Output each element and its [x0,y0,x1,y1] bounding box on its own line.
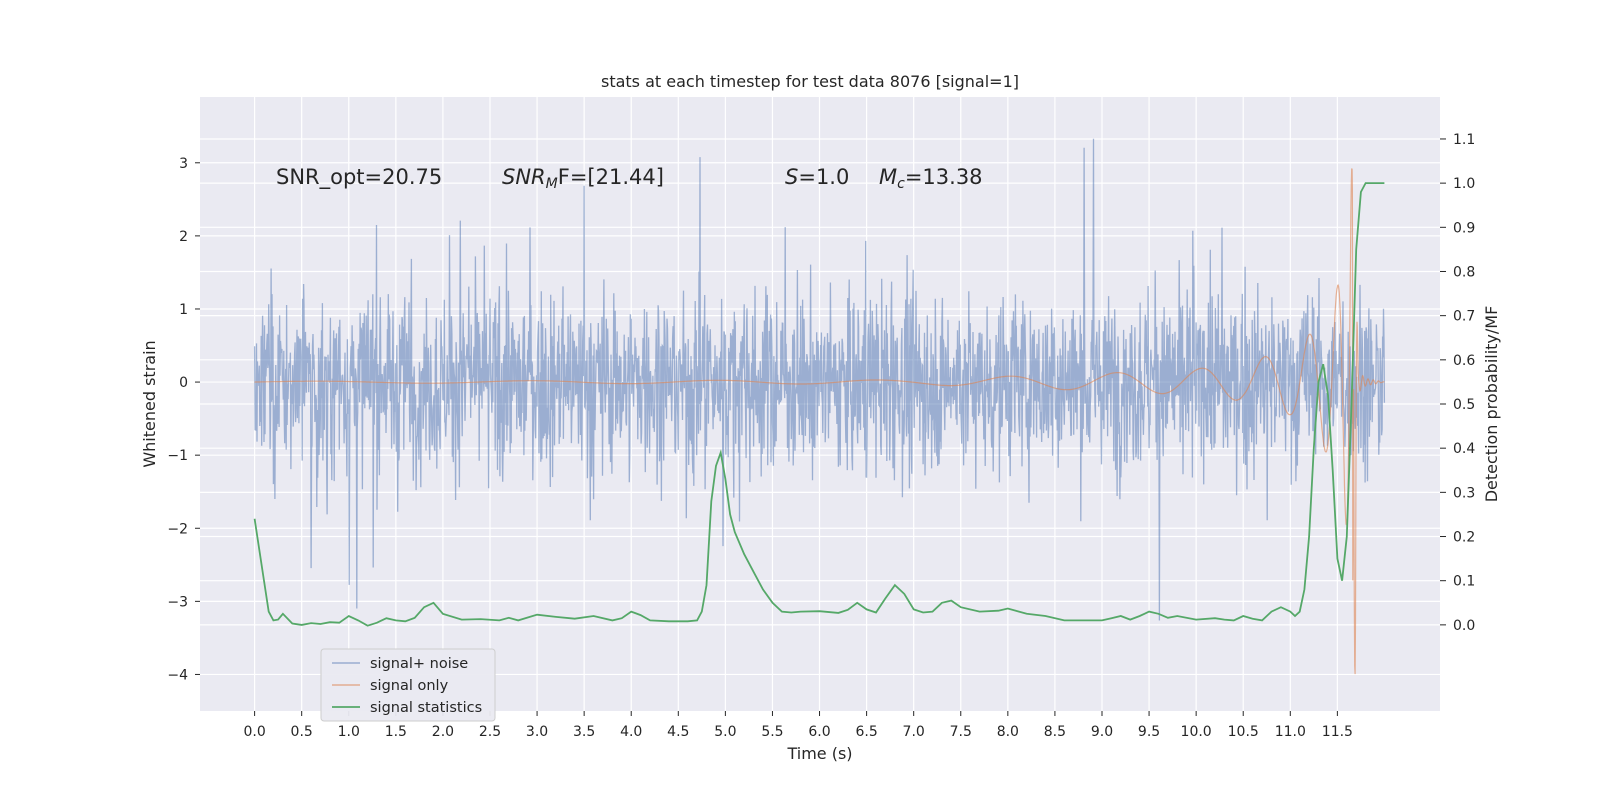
chart-title: stats at each timestep for test data 807… [601,72,1019,91]
y-tick-label: −4 [167,667,188,683]
x-tick-label: 2.5 [479,724,501,740]
annotation-mc-sub: c [897,176,905,192]
y-tick-label: 2 [179,229,188,245]
y-tick-label: 0 [179,375,188,391]
y2-tick-label: 0.7 [1453,309,1475,325]
x-tick-label: 2.0 [432,724,454,740]
y-tick-labels: 3 2 1 0 −1 −2 −3 −4 [167,156,200,683]
y-tick-label: 3 [179,156,188,172]
x-tick-label: 7.5 [950,724,972,740]
annotation-s: S=1.0 [785,165,849,189]
x-tick-label: 10.0 [1181,724,1212,740]
x-tick-label: 1.0 [338,724,360,740]
x-tick-label: 6.0 [808,724,830,740]
annotation-snr-mf-rest: F=[21.44] [558,165,664,189]
x-tick-label: 4.0 [620,724,642,740]
x-tick-label: 7.0 [903,724,925,740]
x-tick-label: 9.5 [1138,724,1160,740]
x-tick-label: 8.5 [1044,724,1066,740]
y2-tick-label: 0.0 [1453,618,1475,634]
legend-box [320,648,496,722]
y-tick-label: −2 [167,521,188,537]
signal-only-line [254,168,1385,675]
annotation-snr-mf-sub: M [546,176,558,192]
legend-label-stats: signal statistics [370,700,482,716]
x-tick-label: 0.5 [291,724,313,740]
signal-only-series [254,168,1385,675]
y2-tick-label: 0.5 [1453,397,1475,413]
annotation-mc-main: M [879,165,897,189]
y-tick-label: −3 [167,594,188,610]
signal-statistics-series [253,182,1385,627]
y2-axis-label: Detection probability/MF [1482,306,1501,503]
y-tick-label: 1 [179,302,188,318]
annotation-s-value: =1.0 [798,165,849,189]
y2-tick-label: 1.0 [1453,176,1475,192]
annotation-snr-mf-main: SNR [502,165,546,189]
x-tick-label: 3.5 [573,724,595,740]
y2-tick-label: 1.1 [1453,132,1475,148]
y2-tick-label: 0.4 [1453,441,1475,457]
legend: signal+ noise signal only signal statist… [320,648,496,722]
annotation-snr-opt: SNR_opt=20.75 [276,165,442,190]
annotation-mc: Mc=13.38 [879,165,983,192]
x-axis-label: Time (s) [786,744,852,763]
x-tick-label: 11.0 [1275,724,1306,740]
x-tick-label: 5.0 [714,724,736,740]
signal-noise-line [253,138,1386,621]
y-tick-label: −1 [167,448,188,464]
x-tick-label: 0.0 [243,724,265,740]
annotation-s-italic: S [785,165,798,189]
annotation-mc-value: =13.38 [905,165,983,189]
signal-statistics-line [253,182,1385,627]
x-tick-label: 3.0 [526,724,548,740]
y2-tick-labels: 1.1 1.0 0.9 0.8 0.7 0.6 0.5 0.4 0.3 0.2 0.1 0.0 [1440,132,1475,634]
x-tick-label: 5.5 [761,724,783,740]
x-tick-label: 6.5 [855,724,877,740]
legend-label-signal: signal only [370,678,449,694]
x-tick-label: 1.5 [385,724,407,740]
y2-tick-label: 0.9 [1453,220,1475,236]
x-tick-label: 11.5 [1322,724,1353,740]
signal-noise-series [253,138,1386,621]
x-tick-label: 10.5 [1228,724,1259,740]
x-tick-labels: 0.0 0.5 1.0 1.5 2.0 2.5 3.0 3.5 4.0 4.5 5.0 5.5 6.0 6… [243,711,1353,740]
y2-tick-label: 0.6 [1453,353,1475,369]
legend-label-noise: signal+ noise [370,656,468,672]
y-axis-label: Whitened strain [140,340,159,467]
x-tick-label: 9.0 [1091,724,1113,740]
annotation-snr-mf: SNRMF=[21.44] [502,165,664,192]
x-tick-label: 4.5 [667,724,689,740]
y2-tick-label: 0.8 [1453,264,1475,280]
y2-tick-label: 0.3 [1453,485,1475,501]
y2-tick-label: 0.1 [1453,574,1475,590]
x-tick-label: 8.0 [997,724,1019,740]
y2-tick-label: 0.2 [1453,530,1475,546]
